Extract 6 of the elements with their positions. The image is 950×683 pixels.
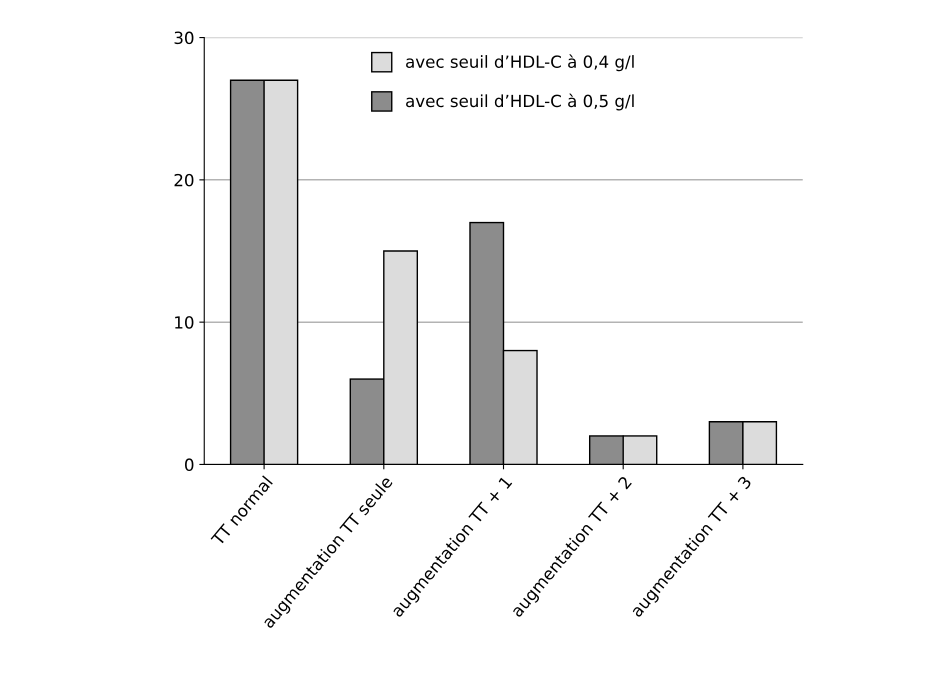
y-tick-label: 10 (175, 316, 194, 329)
legend-label: avec seuil d’HDL-C à 0,5 g/l (406, 94, 634, 110)
y-tick-label: 20 (174, 174, 194, 186)
y-tick-label: 0 (185, 458, 194, 472)
y-tick-label: 30 (174, 32, 194, 44)
legend-label: avec seuil d’HDL-C à 0,4 g/l (406, 54, 634, 72)
